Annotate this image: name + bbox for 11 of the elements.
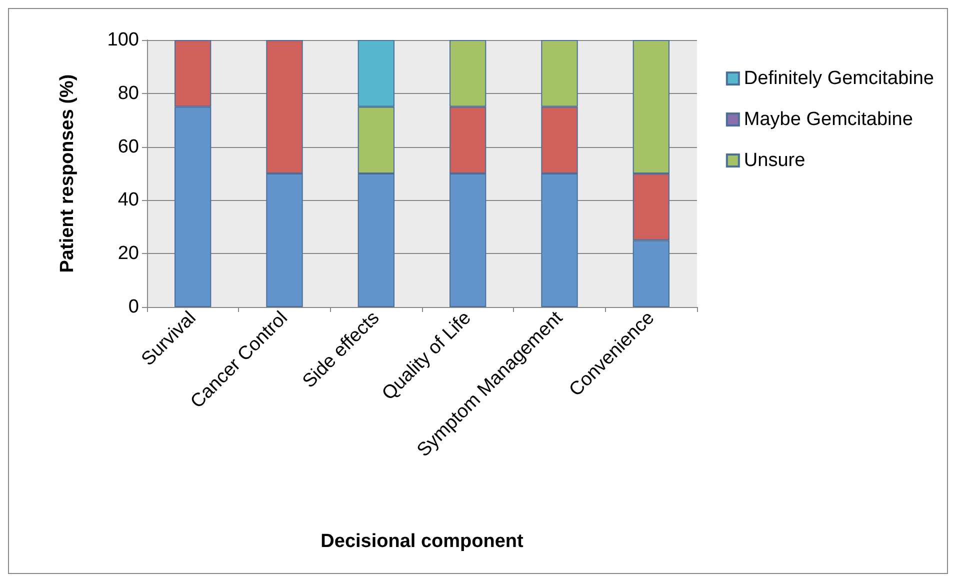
legend-label: Maybe Gemcitabine bbox=[744, 109, 913, 130]
y-tick-label: 40 bbox=[118, 190, 139, 211]
y-tick-label: 60 bbox=[118, 136, 139, 158]
y-axis-title: Patient responses (%) bbox=[57, 74, 78, 273]
y-tick-label: 0 bbox=[128, 296, 139, 318]
x-axis-title: Decisional component bbox=[320, 531, 524, 552]
y-tick-label: 100 bbox=[107, 30, 139, 50]
y-tick-label: 80 bbox=[118, 82, 139, 104]
legend-label: Unsure bbox=[744, 150, 806, 171]
legend-label: Definitely Gemcitabine bbox=[744, 68, 934, 89]
y-tick-label: 20 bbox=[118, 243, 139, 264]
